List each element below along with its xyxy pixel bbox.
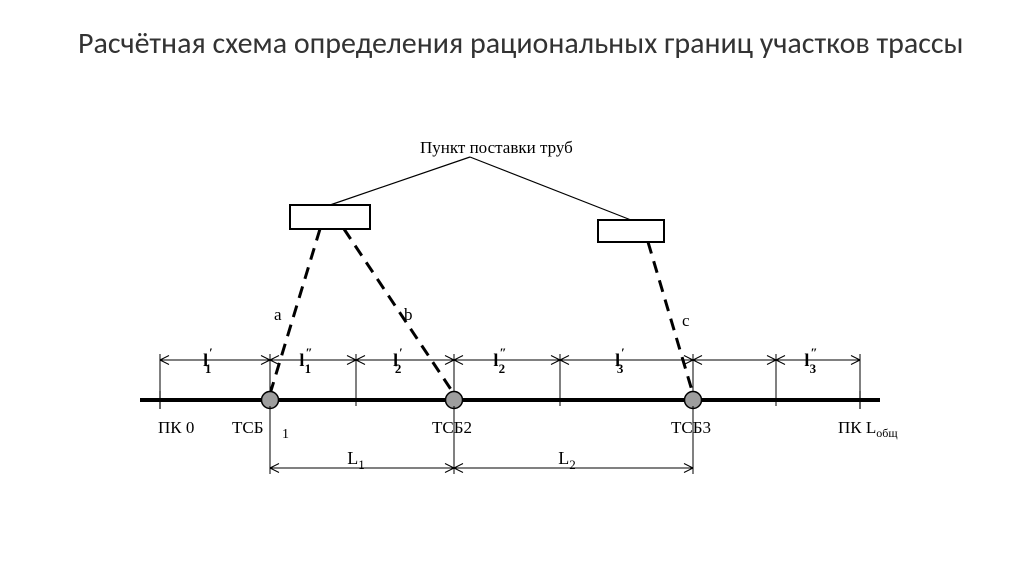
svg-text:ПК 0: ПК 0: [158, 418, 194, 437]
svg-text:c: c: [682, 311, 690, 330]
diagram-svg: Пункт поставки трубabcl′1l″1l′2l″2l′3l″3…: [0, 0, 1024, 574]
svg-text:1: 1: [282, 427, 289, 442]
svg-text:l″1: l″1: [299, 345, 312, 376]
svg-text:l″2: l″2: [493, 345, 506, 376]
svg-text:l″3: l″3: [804, 345, 817, 376]
svg-text:ТСБ: ТСБ: [232, 418, 264, 437]
svg-text:ТСБ3: ТСБ3: [671, 418, 711, 437]
svg-text:ПК Lобщ: ПК Lобщ: [838, 418, 898, 440]
svg-text:a: a: [274, 305, 282, 324]
svg-text:Пункт поставки труб: Пункт поставки труб: [420, 138, 573, 157]
diagram-page: Расчётная схема определения рациональных…: [0, 0, 1024, 574]
svg-text:b: b: [404, 305, 413, 324]
svg-text:ТСБ2: ТСБ2: [432, 418, 472, 437]
